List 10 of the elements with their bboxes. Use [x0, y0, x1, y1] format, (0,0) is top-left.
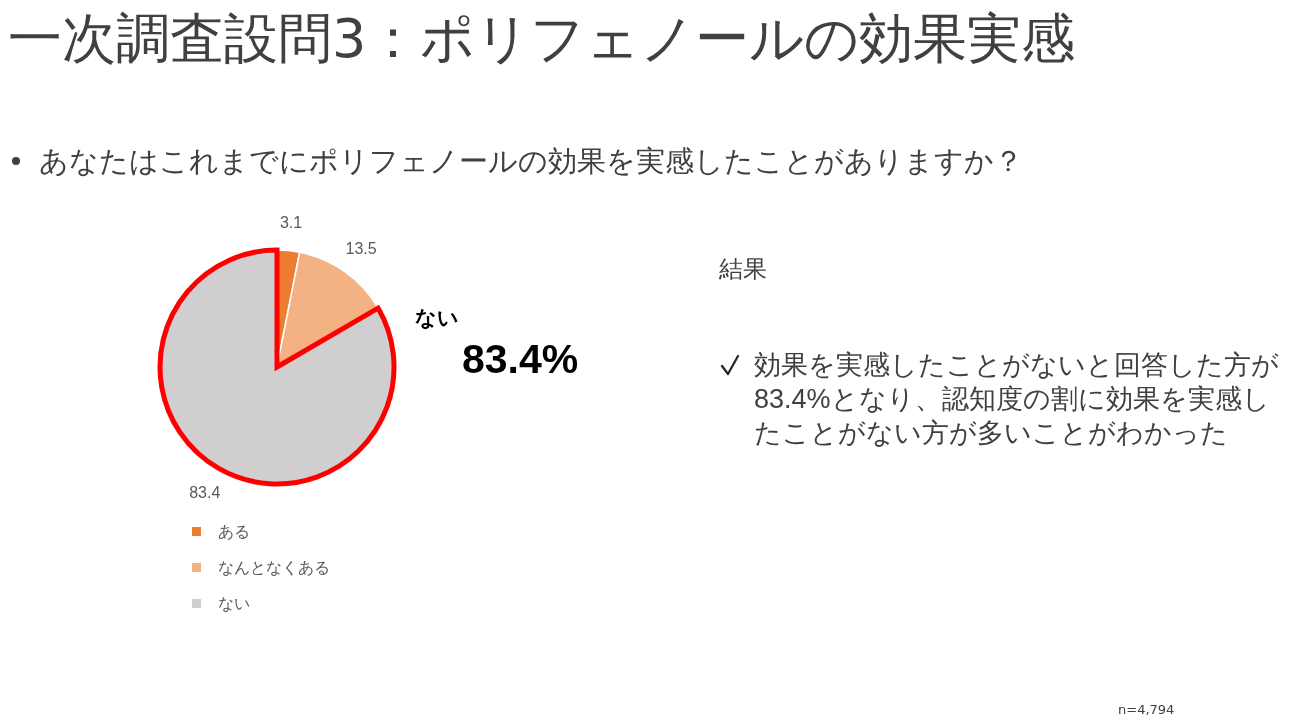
annotation: 結果 [719, 254, 767, 285]
data-label: 13.5 [345, 240, 377, 258]
annotation: 83.4% [462, 335, 579, 384]
title: 一次調査設問3：ポリフェノールの効果実感 [8, 6, 1076, 72]
data-label: 83.4 [189, 484, 221, 502]
annotation: ない [415, 305, 459, 332]
annotation: n=4,794 [1118, 701, 1175, 719]
annotation: 効果を実感したことがないと回答した方が83.4%となり、認知度の割に効果を実感したことがない方が多いことがわかった [754, 349, 1280, 450]
subtitle: あなたはこれまでにポリフェノールの効果を実感したことがありますか？ [39, 143, 1023, 180]
data-label: 3.1 [279, 214, 303, 232]
